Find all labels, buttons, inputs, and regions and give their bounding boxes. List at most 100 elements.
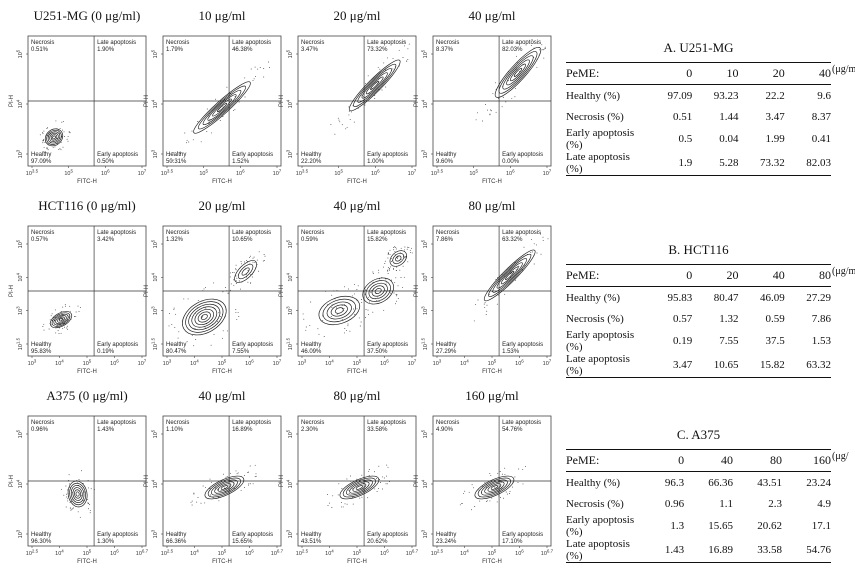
table-cell: 10.65 — [692, 353, 739, 378]
density-contour — [326, 301, 352, 320]
y-tick-label: 101.5 — [16, 337, 25, 350]
event-dot — [219, 316, 221, 318]
necrosis-value: 0.57% — [31, 237, 49, 243]
density-contour — [207, 477, 242, 498]
event-dot — [389, 254, 391, 256]
event-dot — [235, 280, 237, 282]
event-dot — [58, 149, 60, 151]
x-tick-label: 105 — [469, 169, 478, 178]
event-dot — [404, 256, 406, 258]
y-axis-label: PI-H — [414, 285, 420, 297]
table-row: Late apoptosis (%) 1.43 16.89 33.58 54.76 — [566, 538, 831, 563]
table-row: Early apoptosis (%) 0.19 7.55 37.5 1.53 — [566, 329, 831, 353]
event-dot — [235, 269, 237, 271]
x-tick-label: 107 — [273, 169, 282, 178]
event-dot — [508, 493, 510, 494]
event-dot — [65, 485, 67, 487]
y-tick-label: 105 — [151, 239, 160, 248]
table-cell: Early apoptosis (%) — [566, 127, 635, 151]
event-dot — [218, 489, 220, 491]
event-dot — [238, 280, 240, 282]
quadrant-label-necrosis: Necrosis — [166, 40, 189, 46]
event-dot — [364, 104, 366, 106]
panel-title: 40 μg/ml — [333, 198, 380, 213]
healthy-value: 23.24% — [436, 539, 457, 545]
y-tick-label: 103 — [16, 529, 25, 538]
event-dot — [363, 96, 365, 97]
event-dot — [368, 470, 370, 472]
event-dot — [406, 248, 408, 250]
event-dot — [236, 473, 238, 475]
event-dot — [44, 151, 46, 153]
late-apoptosis-value: 3.42% — [97, 237, 115, 243]
x-tick-label: 107 — [138, 169, 147, 178]
x-tick-label: 103.5 — [161, 169, 174, 178]
late-apoptosis-value: 46.38% — [232, 47, 253, 53]
panel-title: A375 (0 μg/ml) — [46, 388, 127, 403]
event-dot — [233, 284, 235, 286]
early-apoptosis-value: 17.10% — [502, 539, 523, 545]
table-cell: Necrosis (%) — [566, 312, 624, 325]
table-row: Late apoptosis (%) 1.9 5.28 73.32 82.03 — [566, 151, 831, 176]
y-tick-label: 105 — [16, 429, 25, 438]
event-dot — [247, 269, 249, 271]
event-dot — [197, 497, 199, 498]
event-dot — [408, 43, 410, 45]
late-apoptosis-value: 1.43% — [97, 427, 115, 433]
y-axis-label: PI-H — [279, 475, 285, 487]
event-dot — [387, 252, 389, 254]
necrosis-value: 0.59% — [301, 237, 319, 243]
necrosis-value: 0.51% — [31, 47, 49, 53]
event-dot — [341, 124, 343, 126]
event-dot — [244, 96, 246, 98]
table-title: A. U251-MG — [663, 40, 734, 55]
event-dot — [328, 502, 330, 504]
quadrant-label-healthy: Healthy — [166, 342, 186, 348]
table-cell: 7.86 — [811, 312, 831, 325]
event-dot — [188, 141, 190, 143]
event-dot — [392, 58, 394, 60]
density-contour — [220, 485, 228, 490]
density-contour — [47, 131, 61, 144]
x-tick-label: 103.5 — [296, 169, 309, 178]
event-dot — [343, 332, 345, 334]
event-dot — [196, 501, 198, 503]
event-dot — [171, 160, 173, 162]
event-dot — [236, 318, 238, 320]
event-dot — [477, 112, 479, 114]
quadrant-label-early: Early apoptosis — [232, 342, 273, 348]
event-dot — [503, 497, 504, 499]
event-dot — [349, 480, 351, 482]
event-dot — [340, 502, 342, 504]
density-contour — [330, 304, 348, 317]
event-dot — [235, 283, 237, 284]
event-dot — [501, 473, 503, 475]
y-axis-label: PI-H — [414, 95, 420, 107]
event-dot — [504, 293, 506, 295]
event-dot — [542, 236, 544, 238]
event-dot — [361, 496, 363, 498]
event-dot — [172, 152, 174, 153]
y-tick-label: 104 — [151, 99, 160, 108]
table-cell: 4.9 — [817, 497, 831, 510]
event-dot — [532, 251, 533, 253]
y-tick-label: 101.5 — [151, 337, 160, 350]
event-dot — [87, 479, 89, 481]
event-dot — [408, 247, 410, 249]
event-dot — [46, 147, 48, 149]
event-dot — [93, 489, 95, 490]
healthy-value: 22.20% — [301, 159, 322, 165]
event-dot — [387, 270, 389, 272]
necrosis-value: 0.96% — [31, 427, 49, 433]
header-cell: 10 — [692, 62, 739, 85]
event-dot — [263, 260, 265, 262]
density-contour — [474, 475, 515, 500]
quadrant-label-healthy: Healthy — [301, 342, 321, 348]
event-dot — [510, 273, 512, 275]
event-dot — [235, 264, 237, 266]
y-axis-label: PI-H — [9, 95, 15, 107]
y-tick-label: 105 — [151, 49, 160, 58]
late-apoptosis-value: 82.03% — [502, 47, 523, 53]
event-dot — [243, 261, 245, 263]
event-dot — [337, 494, 339, 496]
